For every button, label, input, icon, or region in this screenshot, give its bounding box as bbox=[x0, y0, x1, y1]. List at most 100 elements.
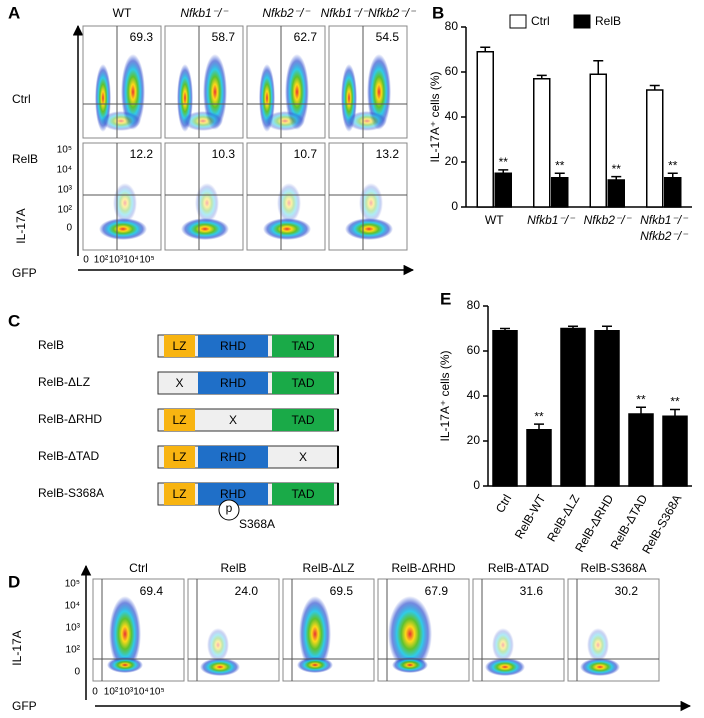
domain bbox=[198, 335, 268, 357]
significance: ** bbox=[636, 392, 646, 406]
cell-density bbox=[265, 111, 305, 131]
axis-label: IL-17A bbox=[14, 208, 28, 243]
legend-swatch bbox=[573, 14, 591, 29]
y-tick-label: 80 bbox=[445, 19, 459, 33]
percentage: 67.9 bbox=[425, 584, 449, 598]
percentage: 69.4 bbox=[140, 584, 164, 598]
axis-label: GFP bbox=[12, 699, 37, 713]
cell-density bbox=[277, 183, 301, 223]
x-tick-label: 0 bbox=[92, 687, 98, 698]
cell-density bbox=[285, 54, 309, 130]
cell-density bbox=[107, 657, 143, 673]
cell-density bbox=[181, 218, 229, 240]
column-header: Ctrl bbox=[129, 561, 148, 575]
domain bbox=[164, 483, 195, 505]
percentage: 69.5 bbox=[330, 584, 354, 598]
column-header: RelB-ΔRHD bbox=[391, 561, 455, 575]
significance: ** bbox=[499, 155, 509, 169]
domain-label: TAD bbox=[291, 376, 314, 390]
y-tick-label: 10⁴ bbox=[57, 165, 72, 176]
domain bbox=[164, 335, 195, 357]
x-tick-label: Ctrl bbox=[493, 492, 514, 515]
y-tick-label: 0 bbox=[451, 199, 458, 213]
panel-label: A bbox=[8, 3, 20, 22]
bar bbox=[560, 327, 586, 487]
y-tick-label: 20 bbox=[445, 154, 459, 168]
cell-density bbox=[345, 218, 393, 240]
y-tick-label: 0 bbox=[473, 478, 480, 492]
percentage: 69.3 bbox=[130, 30, 154, 44]
x-tick-label: 10⁴ bbox=[123, 255, 138, 266]
construct-label: RelB bbox=[38, 338, 64, 352]
percentage: 12.2 bbox=[130, 147, 154, 161]
y-tick-label: 20 bbox=[467, 433, 481, 447]
percentage: 54.5 bbox=[376, 30, 400, 44]
domain-label: RHD bbox=[220, 339, 246, 353]
x-tick-label: RelB-ΔLZ bbox=[544, 492, 582, 544]
x-tick-label: 10⁴ bbox=[133, 687, 148, 698]
bar bbox=[551, 177, 569, 208]
legend-label: RelB bbox=[595, 14, 621, 28]
column-header: WT bbox=[113, 6, 132, 20]
cell-density bbox=[492, 628, 514, 662]
percentage: 58.7 bbox=[212, 30, 236, 44]
bar bbox=[492, 330, 518, 487]
axis-label: IL-17A bbox=[10, 630, 24, 665]
x-tick-label: 10² bbox=[94, 255, 109, 266]
construct-label: RelB-S368A bbox=[38, 486, 104, 500]
domain-label: LZ bbox=[172, 413, 186, 427]
y-tick-label: 10³ bbox=[58, 185, 73, 196]
domain bbox=[198, 372, 268, 394]
y-tick-label: 10³ bbox=[66, 623, 81, 634]
y-tick-label: 10² bbox=[58, 205, 73, 216]
bar bbox=[533, 78, 551, 208]
domain bbox=[272, 483, 334, 505]
legend-swatch bbox=[509, 14, 527, 29]
y-tick-label: 80 bbox=[467, 298, 481, 312]
deletion-mark: X bbox=[299, 450, 307, 464]
row-label: RelB bbox=[12, 152, 38, 166]
percentage: 24.0 bbox=[235, 584, 259, 598]
column-header: Nfkb1⁻/⁻Nfkb2⁻/⁻ bbox=[321, 6, 417, 20]
significance: ** bbox=[534, 409, 544, 423]
y-tick-label: 60 bbox=[467, 343, 481, 357]
y-tick-label: 10⁴ bbox=[65, 601, 80, 612]
percentage: 10.3 bbox=[212, 147, 236, 161]
domain bbox=[198, 446, 268, 468]
cell-density bbox=[203, 54, 227, 130]
y-tick-label: 60 bbox=[445, 64, 459, 78]
x-tick-label: Nfkb2⁻/⁻ bbox=[640, 229, 689, 243]
column-header: RelB-ΔLZ bbox=[302, 561, 354, 575]
cell-density bbox=[359, 183, 383, 223]
significance: ** bbox=[555, 158, 565, 172]
y-tick-label: 10² bbox=[66, 645, 81, 656]
bar bbox=[662, 415, 688, 487]
cell-density bbox=[485, 658, 525, 676]
cell-density bbox=[183, 111, 223, 131]
domain-label: TAD bbox=[291, 487, 314, 501]
cell-density bbox=[109, 596, 141, 672]
cell-density bbox=[388, 596, 432, 672]
domain-label: RHD bbox=[220, 450, 246, 464]
cell-density bbox=[101, 111, 141, 131]
bar bbox=[594, 330, 620, 487]
bar bbox=[607, 179, 625, 208]
percentage: 10.7 bbox=[294, 147, 318, 161]
x-tick-label: RelB-WT bbox=[512, 492, 549, 542]
column-header: RelB-ΔTAD bbox=[488, 561, 549, 575]
domain bbox=[198, 483, 268, 505]
deletion-mark: X bbox=[175, 376, 183, 390]
percentage: 62.7 bbox=[294, 30, 318, 44]
cell-density bbox=[587, 628, 609, 662]
cell-density bbox=[580, 658, 620, 676]
panel-label: E bbox=[440, 289, 451, 308]
significance: ** bbox=[668, 158, 678, 172]
panel-label: C bbox=[8, 311, 20, 330]
x-tick-label: 10³ bbox=[119, 687, 134, 698]
bar bbox=[589, 73, 607, 208]
legend-label: Ctrl bbox=[531, 14, 550, 28]
deletion-mark: X bbox=[229, 413, 237, 427]
site-symbol: p bbox=[226, 501, 233, 515]
cell-density bbox=[207, 628, 229, 662]
column-header: Nfkb1⁻/⁻ bbox=[180, 6, 229, 20]
